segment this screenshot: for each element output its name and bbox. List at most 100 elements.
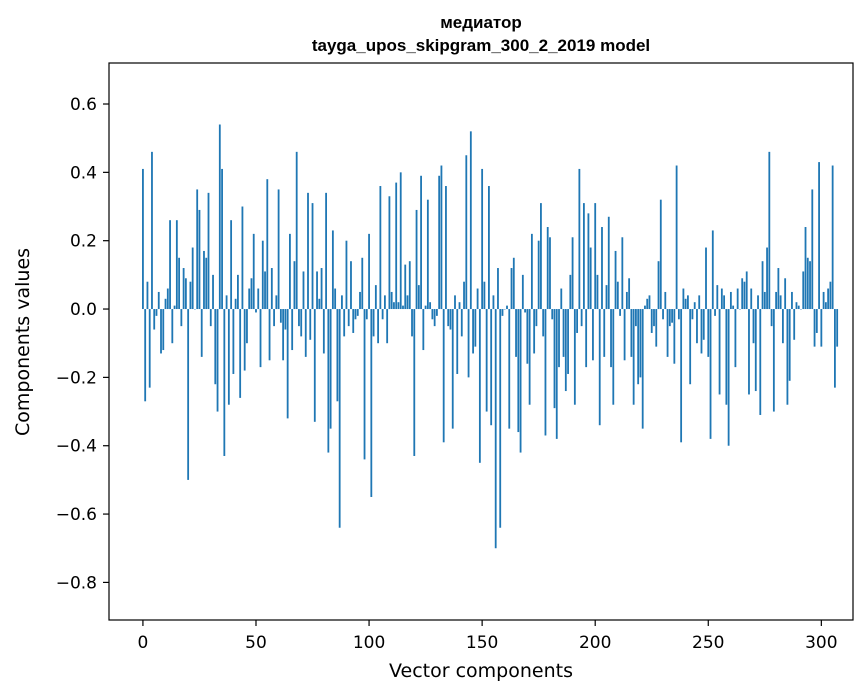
bar-10 <box>164 298 167 310</box>
bar-212 <box>621 237 624 310</box>
bar-106 <box>381 309 384 320</box>
bar-44 <box>241 206 244 310</box>
bar-34 <box>218 124 221 310</box>
bar-87 <box>338 309 341 528</box>
bar-134 <box>445 186 447 310</box>
bar-43 <box>239 309 242 398</box>
bar-157 <box>497 268 499 310</box>
bar-49 <box>252 233 255 310</box>
bar-266 <box>743 281 746 310</box>
bar-61 <box>279 309 282 323</box>
y-tick-label-3: −0.2 <box>56 368 97 388</box>
bar-119 <box>411 309 413 337</box>
bar-161 <box>506 305 508 310</box>
bar-271 <box>754 309 757 392</box>
bar-0 <box>142 168 144 310</box>
bar-90 <box>345 240 348 310</box>
bar-41 <box>234 298 237 310</box>
bar-8 <box>160 309 162 354</box>
x-axis-ticks: 0 50 100 150 200 250 300 <box>138 620 838 653</box>
bar-192 <box>576 309 579 333</box>
bar-278 <box>770 309 773 327</box>
x-tick-label-300: 300 <box>805 633 837 653</box>
bar-148 <box>476 288 479 310</box>
bar-45 <box>243 309 246 371</box>
bar-13 <box>171 309 174 344</box>
bar-301 <box>822 291 825 310</box>
bar-256 <box>720 288 723 310</box>
bar-215 <box>628 278 631 310</box>
bar-153 <box>488 186 490 310</box>
bar-202 <box>598 309 601 426</box>
bar-163 <box>510 268 513 310</box>
bar-305 <box>831 165 834 310</box>
bar-72 <box>304 309 307 357</box>
bar-254 <box>716 285 719 310</box>
bar-184 <box>558 309 560 368</box>
bar-12 <box>169 220 171 310</box>
bar-60 <box>277 189 280 310</box>
bar-38 <box>227 309 230 405</box>
bar-118 <box>408 261 411 310</box>
bar-293 <box>804 227 807 310</box>
bar-16 <box>178 257 181 310</box>
bar-270 <box>752 309 755 344</box>
bar-208 <box>612 309 615 405</box>
bar-237 <box>677 309 680 320</box>
bar-96 <box>359 291 361 310</box>
bar-115 <box>402 305 404 310</box>
y-tick-label-1: −0.6 <box>56 505 97 525</box>
bar-37 <box>225 295 228 310</box>
bar-205 <box>605 285 608 310</box>
bar-80 <box>322 309 325 354</box>
bar-173 <box>533 309 536 354</box>
bar-40 <box>232 309 235 374</box>
bar-193 <box>578 168 581 310</box>
bar-231 <box>664 291 667 310</box>
bar-145 <box>469 131 472 310</box>
bar-183 <box>555 309 558 439</box>
bar-104 <box>377 309 380 344</box>
bar-224 <box>648 295 651 310</box>
bar-233 <box>668 309 671 327</box>
bar-102 <box>372 309 375 337</box>
bar-204 <box>603 309 606 357</box>
bar-21 <box>189 281 192 310</box>
bar-146 <box>472 309 474 354</box>
bar-239 <box>682 288 685 310</box>
bar-17 <box>180 309 183 327</box>
bar-238 <box>680 309 683 443</box>
bar-213 <box>623 309 626 361</box>
bar-214 <box>625 291 628 310</box>
bar-138 <box>454 295 456 310</box>
bar-86 <box>336 309 339 402</box>
bar-209 <box>614 250 617 310</box>
bar-5 <box>153 309 156 330</box>
bar-42 <box>237 274 239 310</box>
bar-280 <box>775 291 778 310</box>
bar-62 <box>282 309 285 361</box>
chart-title-line1: медиатор <box>440 13 522 32</box>
bar-35 <box>221 168 223 310</box>
x-tick-label-100: 100 <box>353 633 385 653</box>
bar-122 <box>417 285 420 310</box>
bar-97 <box>361 257 364 310</box>
bar-234 <box>671 309 673 323</box>
bar-258 <box>725 309 728 405</box>
bar-221 <box>641 309 644 429</box>
bar-109 <box>388 196 391 310</box>
bar-243 <box>691 309 694 320</box>
bar-131 <box>438 175 441 310</box>
x-tick-label-0: 0 <box>138 633 149 653</box>
bar-249 <box>705 247 707 310</box>
bar-68 <box>295 151 298 310</box>
bar-9 <box>162 309 165 351</box>
bar-268 <box>748 309 750 395</box>
bar-33 <box>216 309 219 412</box>
bar-201 <box>596 274 599 310</box>
bar-165 <box>515 309 517 357</box>
bar-247 <box>700 309 703 354</box>
bar-164 <box>512 257 515 310</box>
bar-279 <box>772 309 775 412</box>
bar-133 <box>442 309 445 443</box>
